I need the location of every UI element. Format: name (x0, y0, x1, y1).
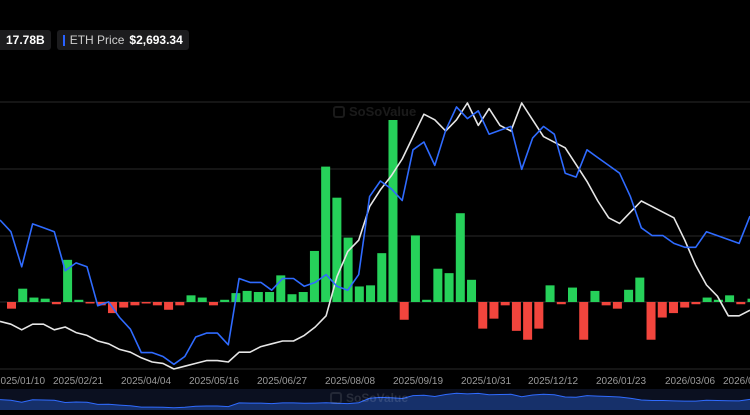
x-tick-label-8: 2025/12/12 (528, 376, 578, 387)
x-tick-label-10: 2026/03/06 (665, 376, 715, 387)
flow-bar-14 (164, 302, 174, 310)
x-tick-label-7: 2025/10/31 (461, 376, 511, 387)
chart-legend: 17.78B ETH Price $2,693.34 (0, 30, 189, 50)
flow-bar-38 (433, 268, 443, 302)
legend-eth-name: ETH Price (69, 33, 125, 47)
flow-bar-6 (74, 299, 84, 302)
eth-price-line (0, 106, 750, 366)
flow-bar-0 (7, 302, 16, 309)
flow-bar-26 (298, 292, 308, 302)
flow-bar-54 (612, 302, 622, 309)
navigator-area (0, 393, 750, 410)
flow-bar-31 (354, 286, 364, 302)
navigator-line (0, 392, 750, 409)
x-tick-label-9: 2026/01/23 (596, 376, 646, 387)
flow-bar-33 (377, 253, 387, 302)
x-tick-label-2: 2025/04/04 (121, 376, 171, 387)
flow-bar-44 (500, 302, 510, 306)
flow-bar-8 (96, 302, 106, 306)
flow-bar-35 (399, 302, 409, 320)
flow-bar-46 (523, 302, 533, 340)
navigator-logo-icon (330, 392, 342, 404)
flow-bar-66 (747, 298, 750, 302)
flow-bar-57 (646, 302, 656, 340)
flow-bar-5 (63, 259, 73, 302)
flow-bar-16 (186, 295, 196, 302)
flow-bar-32 (366, 285, 376, 302)
x-tick-label-6: 2025/09/19 (393, 376, 443, 387)
x-tick-label-11: 2026/04/17 (723, 376, 750, 387)
flow-bar-50 (568, 287, 577, 302)
flow-bar-42 (478, 302, 488, 329)
flow-bar-22 (253, 292, 263, 302)
legend-eth-price[interactable]: ETH Price $2,693.34 (56, 30, 189, 50)
flow-bar-11 (130, 302, 140, 306)
x-tick-label-4: 2025/06/27 (257, 376, 307, 387)
flow-bar-39 (444, 273, 454, 302)
flow-bar-17 (197, 297, 207, 302)
flow-bar-23 (265, 292, 275, 302)
flow-bar-64 (725, 295, 735, 302)
flow-bar-51 (579, 302, 589, 340)
x-tick-label-3: 2025/05/16 (189, 376, 239, 387)
x-tick-label-0: 2025/01/10 (0, 376, 45, 387)
flow-bar-52 (590, 290, 600, 302)
flow-bar-65 (736, 302, 746, 305)
flow-bar-37 (422, 299, 432, 302)
flow-bar-62 (702, 297, 712, 302)
flow-bar-24 (276, 275, 286, 302)
legend-eth-value: $2,693.34 (129, 33, 183, 47)
flow-bar-49 (556, 302, 566, 305)
flow-bar-19 (220, 299, 230, 302)
watermark: SoSoValue (333, 104, 416, 119)
flow-bar-15 (175, 302, 185, 306)
legend-eth-swatch (62, 34, 65, 46)
flow-bar-41 (467, 279, 477, 302)
flow-bar-28 (321, 166, 331, 302)
x-tick-label-1: 2025/02/21 (53, 376, 103, 387)
flow-bar-18 (208, 302, 218, 306)
flow-bar-60 (680, 302, 690, 308)
navigator-watermark: SoSoValue (330, 391, 408, 405)
flow-bar-55 (624, 289, 634, 302)
flow-bar-29 (332, 197, 342, 302)
flow-bar-12 (141, 302, 151, 304)
flow-bar-61 (691, 302, 701, 305)
flow-bar-13 (152, 302, 162, 306)
x-tick-label-5: 2025/08/08 (325, 376, 375, 387)
flow-bar-48 (545, 285, 555, 302)
flow-bar-27 (309, 250, 319, 302)
flow-bar-40 (455, 213, 465, 302)
flow-bar-45 (511, 302, 521, 331)
flow-bar-25 (287, 294, 297, 302)
navigator-watermark-text: SoSoValue (346, 391, 409, 405)
flow-bar-34 (388, 120, 398, 302)
navigator-sparkline (0, 392, 750, 410)
flow-bar-36 (410, 235, 420, 302)
flow-bar-47 (534, 302, 544, 329)
flow-bar-59 (668, 302, 678, 314)
legend-flow[interactable]: 17.78B (0, 30, 51, 50)
flow-bar-1 (18, 288, 28, 302)
sosovalue-logo-icon (333, 105, 345, 118)
legend-flow-value: 17.78B (6, 33, 45, 47)
flow-bar-4 (51, 302, 61, 305)
flow-bar-10 (119, 302, 129, 308)
flow-bar-58 (657, 302, 667, 318)
flow-bar-53 (601, 302, 611, 306)
flow-bar-7 (85, 302, 95, 304)
flow-bar-30 (343, 237, 353, 302)
flow-bar-2 (29, 297, 39, 302)
flow-bar-43 (489, 302, 499, 319)
cumulative-line (0, 102, 750, 370)
flow-bar-63 (713, 299, 723, 302)
range-navigator[interactable] (0, 389, 750, 410)
flow-bar-21 (242, 290, 252, 302)
watermark-text: SoSoValue (349, 104, 417, 119)
flow-bar-3 (40, 298, 50, 302)
flow-bar-56 (635, 277, 645, 302)
